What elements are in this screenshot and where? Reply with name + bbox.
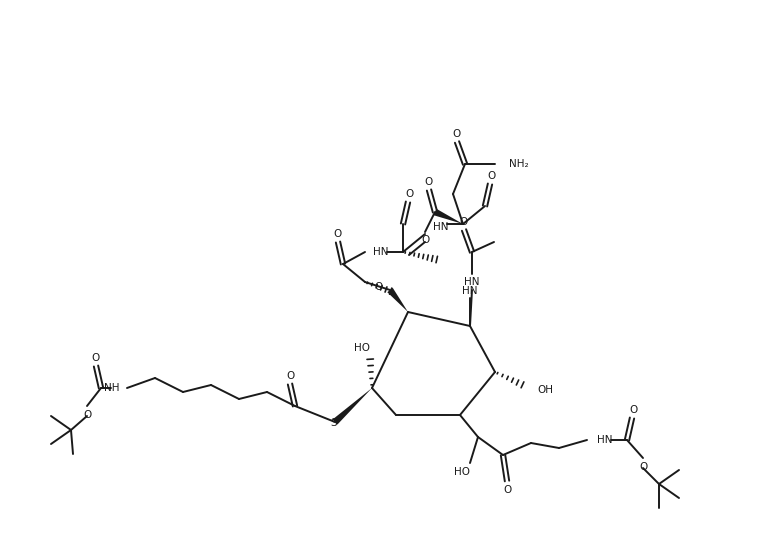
Text: O: O	[424, 177, 432, 187]
Text: HN: HN	[464, 277, 480, 287]
Text: NH: NH	[103, 383, 119, 393]
Text: O: O	[639, 462, 647, 472]
Text: O: O	[286, 371, 294, 381]
Text: OH: OH	[537, 385, 553, 395]
Text: NH₂: NH₂	[509, 159, 529, 169]
Text: O: O	[405, 189, 413, 199]
Polygon shape	[434, 209, 463, 224]
Text: O: O	[503, 485, 511, 495]
Text: HN: HN	[433, 222, 448, 232]
Text: HO: HO	[354, 343, 370, 353]
Text: S: S	[331, 418, 337, 428]
Text: HN: HN	[462, 286, 478, 296]
Polygon shape	[388, 288, 408, 312]
Text: O: O	[375, 282, 383, 292]
Text: HO: HO	[454, 467, 470, 477]
Text: HN: HN	[597, 435, 613, 445]
Text: O: O	[459, 217, 467, 227]
Text: O: O	[629, 405, 637, 415]
Text: O: O	[333, 229, 341, 239]
Text: O: O	[487, 171, 495, 181]
Text: O: O	[91, 353, 99, 363]
Polygon shape	[333, 388, 372, 425]
Text: O: O	[83, 410, 91, 420]
Text: O: O	[452, 129, 460, 139]
Text: HN: HN	[373, 247, 388, 257]
Text: O: O	[421, 235, 429, 245]
